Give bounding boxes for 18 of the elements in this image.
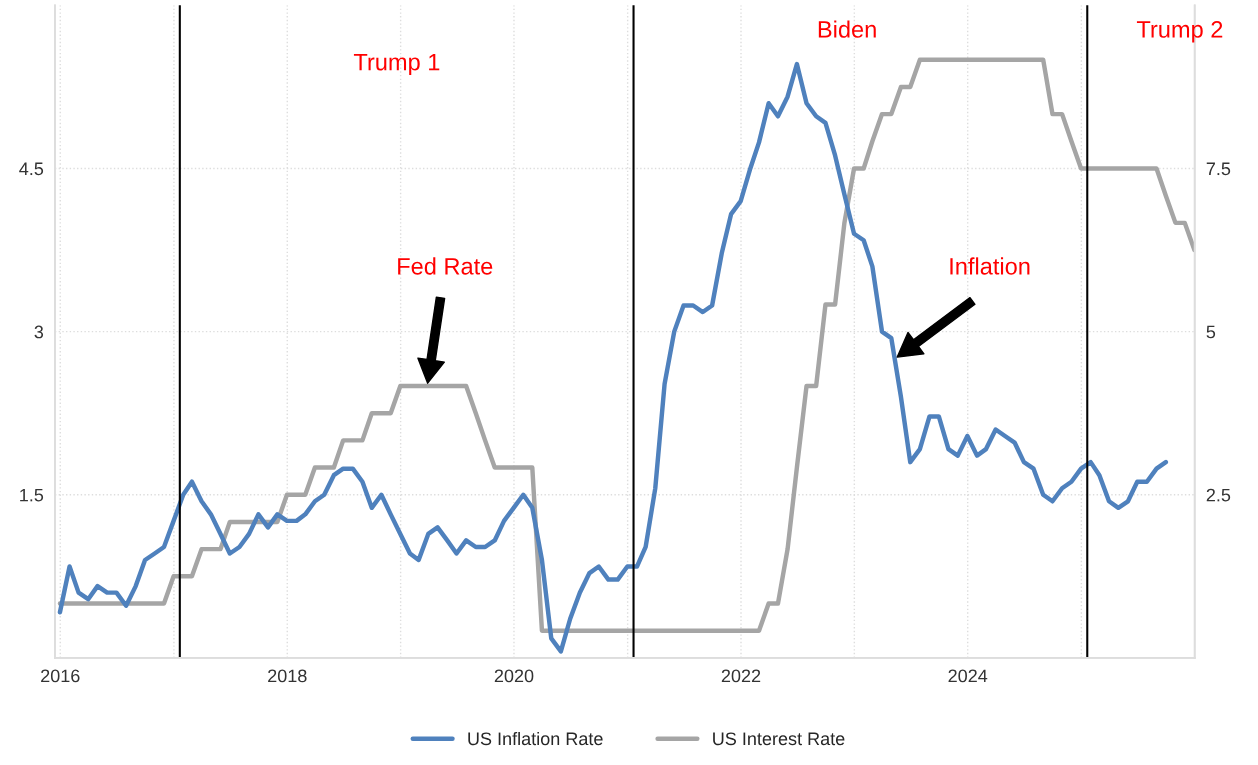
y2-tick-label: 5 [1206, 325, 1216, 339]
annotation: Biden [818, 20, 876, 38]
legend-label: US Inflation Rate [468, 731, 603, 746]
y-tick-label: 4.5 [19, 162, 44, 176]
y-tick-label: 1.5 [20, 488, 44, 502]
annotation: Trump 1 [353, 53, 440, 76]
x-tick-label: 2020 [494, 669, 534, 683]
x-tick-label: 2016 [41, 669, 80, 683]
x-tick-label: 2024 [948, 669, 988, 683]
x-tick-label: 2022 [721, 669, 761, 683]
annotation: Fed Rate [398, 257, 493, 275]
annotation: Inflation [950, 257, 1030, 275]
y2-tick-label: 2.5 [1206, 488, 1231, 502]
y2-tick-label: 7.5 [1206, 162, 1231, 176]
annotation: Trump 2 [1136, 21, 1223, 43]
x-tick-label: 2018 [268, 669, 307, 683]
y-tick-label: 3 [34, 325, 44, 339]
legend-label: US Interest Rate [713, 732, 845, 746]
